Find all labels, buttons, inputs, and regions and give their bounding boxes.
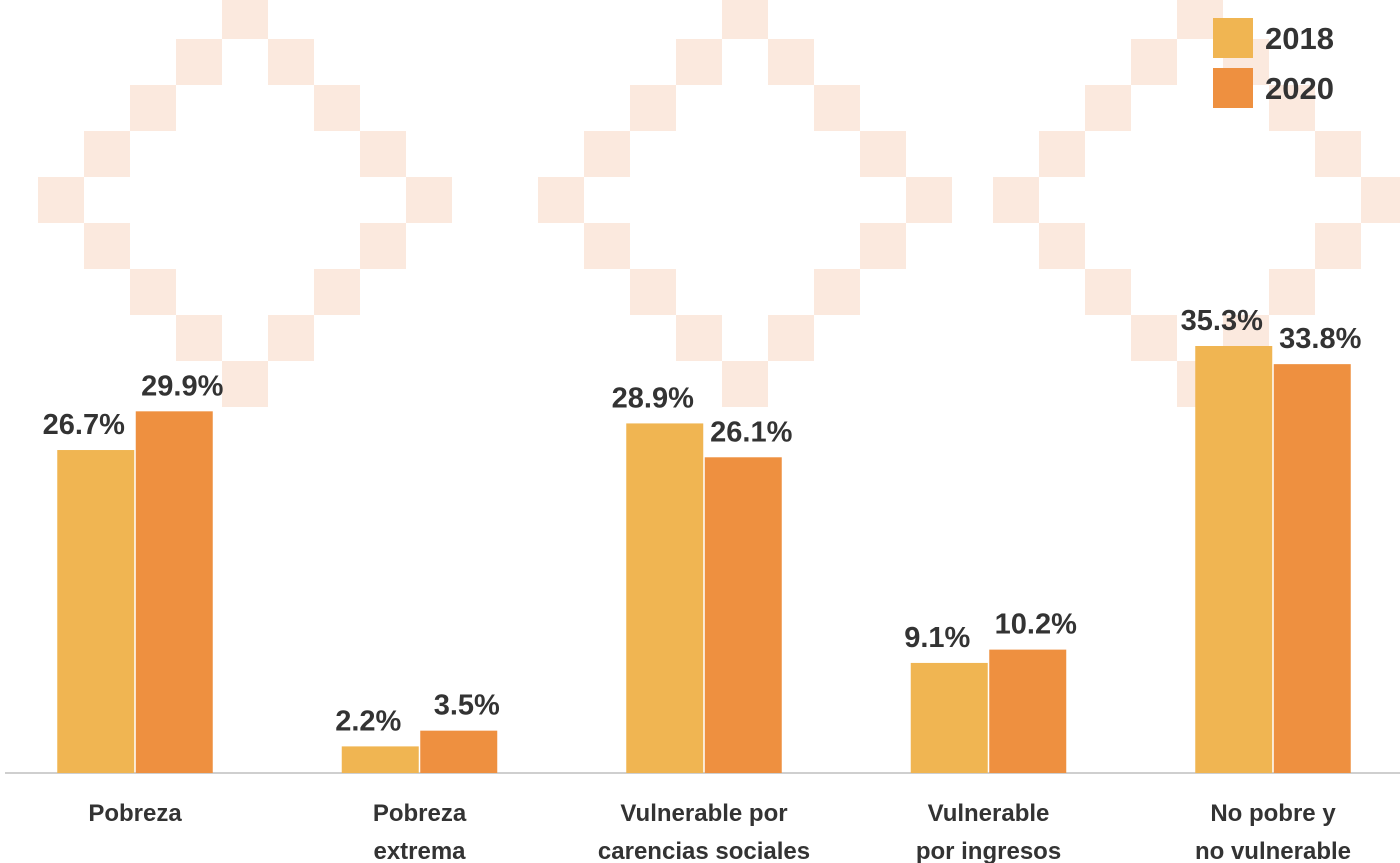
value-label: 33.8% (1279, 323, 1361, 355)
pattern-square (268, 315, 314, 361)
category-label: extrema (373, 838, 466, 863)
pattern-square (1361, 177, 1400, 223)
category-label: No pobre y (1210, 800, 1336, 827)
bar (626, 423, 703, 773)
legend-label: 2018 (1265, 21, 1334, 56)
pattern-square (768, 315, 814, 361)
pattern-square (406, 177, 452, 223)
legend-swatch (1213, 18, 1253, 58)
pattern-square (860, 131, 906, 177)
pattern-square (1315, 223, 1361, 269)
bar (705, 457, 782, 773)
pattern-square (1269, 269, 1315, 315)
pattern-square (38, 177, 84, 223)
category-label: no vulnerable (1195, 838, 1351, 863)
pattern-square (722, 0, 768, 39)
pattern-square (538, 177, 584, 223)
pattern-square (176, 315, 222, 361)
pattern-square (1039, 131, 1085, 177)
pattern-square (314, 85, 360, 131)
pattern-square (222, 361, 268, 407)
value-label: 26.1% (710, 416, 792, 448)
value-label: 26.7% (43, 409, 125, 441)
category-label: Pobreza (88, 800, 182, 827)
legend-label: 2020 (1265, 71, 1334, 106)
category-label: Vulnerable por (620, 800, 787, 827)
pattern-square (768, 39, 814, 85)
category-label: por ingresos (916, 838, 1061, 863)
pattern-square (314, 269, 360, 315)
category-label: Pobreza (373, 800, 467, 827)
pattern-square (130, 85, 176, 131)
pattern-square (222, 0, 268, 39)
pattern-square (676, 39, 722, 85)
pattern-square (1039, 223, 1085, 269)
bar (420, 731, 497, 773)
pattern-square (84, 223, 130, 269)
pattern-square (584, 223, 630, 269)
pattern-square (722, 361, 768, 407)
pattern-square (1085, 85, 1131, 131)
pattern-square (630, 269, 676, 315)
pattern-square (860, 223, 906, 269)
pattern-square (130, 269, 176, 315)
bar (1274, 364, 1351, 773)
pattern-square (584, 131, 630, 177)
pattern-square (993, 177, 1039, 223)
bar (911, 663, 988, 773)
category-label: carencias sociales (598, 838, 810, 863)
pattern-square (84, 131, 130, 177)
pattern-square (1131, 315, 1177, 361)
value-label: 10.2% (995, 609, 1077, 641)
pattern-square (360, 131, 406, 177)
bar (57, 450, 134, 773)
pattern-square (676, 315, 722, 361)
pattern-square (630, 85, 676, 131)
pattern-square (1085, 269, 1131, 315)
bar (989, 650, 1066, 773)
pattern-square (1131, 39, 1177, 85)
value-label: 9.1% (904, 622, 970, 654)
pattern-square (268, 39, 314, 85)
value-label: 28.9% (612, 382, 694, 414)
value-label: 29.9% (141, 370, 223, 402)
value-label: 3.5% (434, 690, 500, 722)
pattern-square (814, 269, 860, 315)
legend-swatch (1213, 68, 1253, 108)
pattern-square (906, 177, 952, 223)
background-pattern (38, 0, 1400, 407)
pattern-square (176, 39, 222, 85)
pattern-square (1315, 131, 1361, 177)
bar (342, 746, 419, 773)
pattern-square (360, 223, 406, 269)
bar (1195, 346, 1272, 773)
category-label: Vulnerable (928, 800, 1050, 827)
value-label: 35.3% (1181, 305, 1263, 337)
value-label: 2.2% (335, 705, 401, 737)
pattern-square (814, 85, 860, 131)
bar (136, 411, 213, 773)
chart: 26.7% 29.9% Pobreza 2.2% 3.5% Pobreza extrema 2… (0, 0, 1400, 863)
